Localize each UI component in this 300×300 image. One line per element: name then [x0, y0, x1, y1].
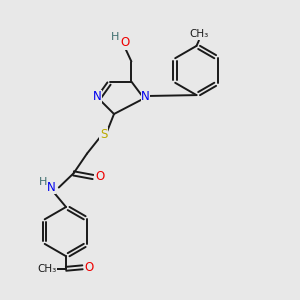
Text: N: N [141, 90, 150, 104]
Text: H: H [111, 32, 120, 42]
Text: O: O [95, 170, 104, 184]
Text: CH₃: CH₃ [189, 29, 208, 40]
Text: S: S [100, 128, 107, 141]
Text: O: O [85, 261, 94, 274]
Text: N: N [92, 90, 101, 104]
Text: O: O [121, 36, 130, 50]
Text: H: H [39, 177, 48, 188]
Text: CH₃: CH₃ [37, 264, 56, 274]
Text: N: N [46, 181, 56, 194]
